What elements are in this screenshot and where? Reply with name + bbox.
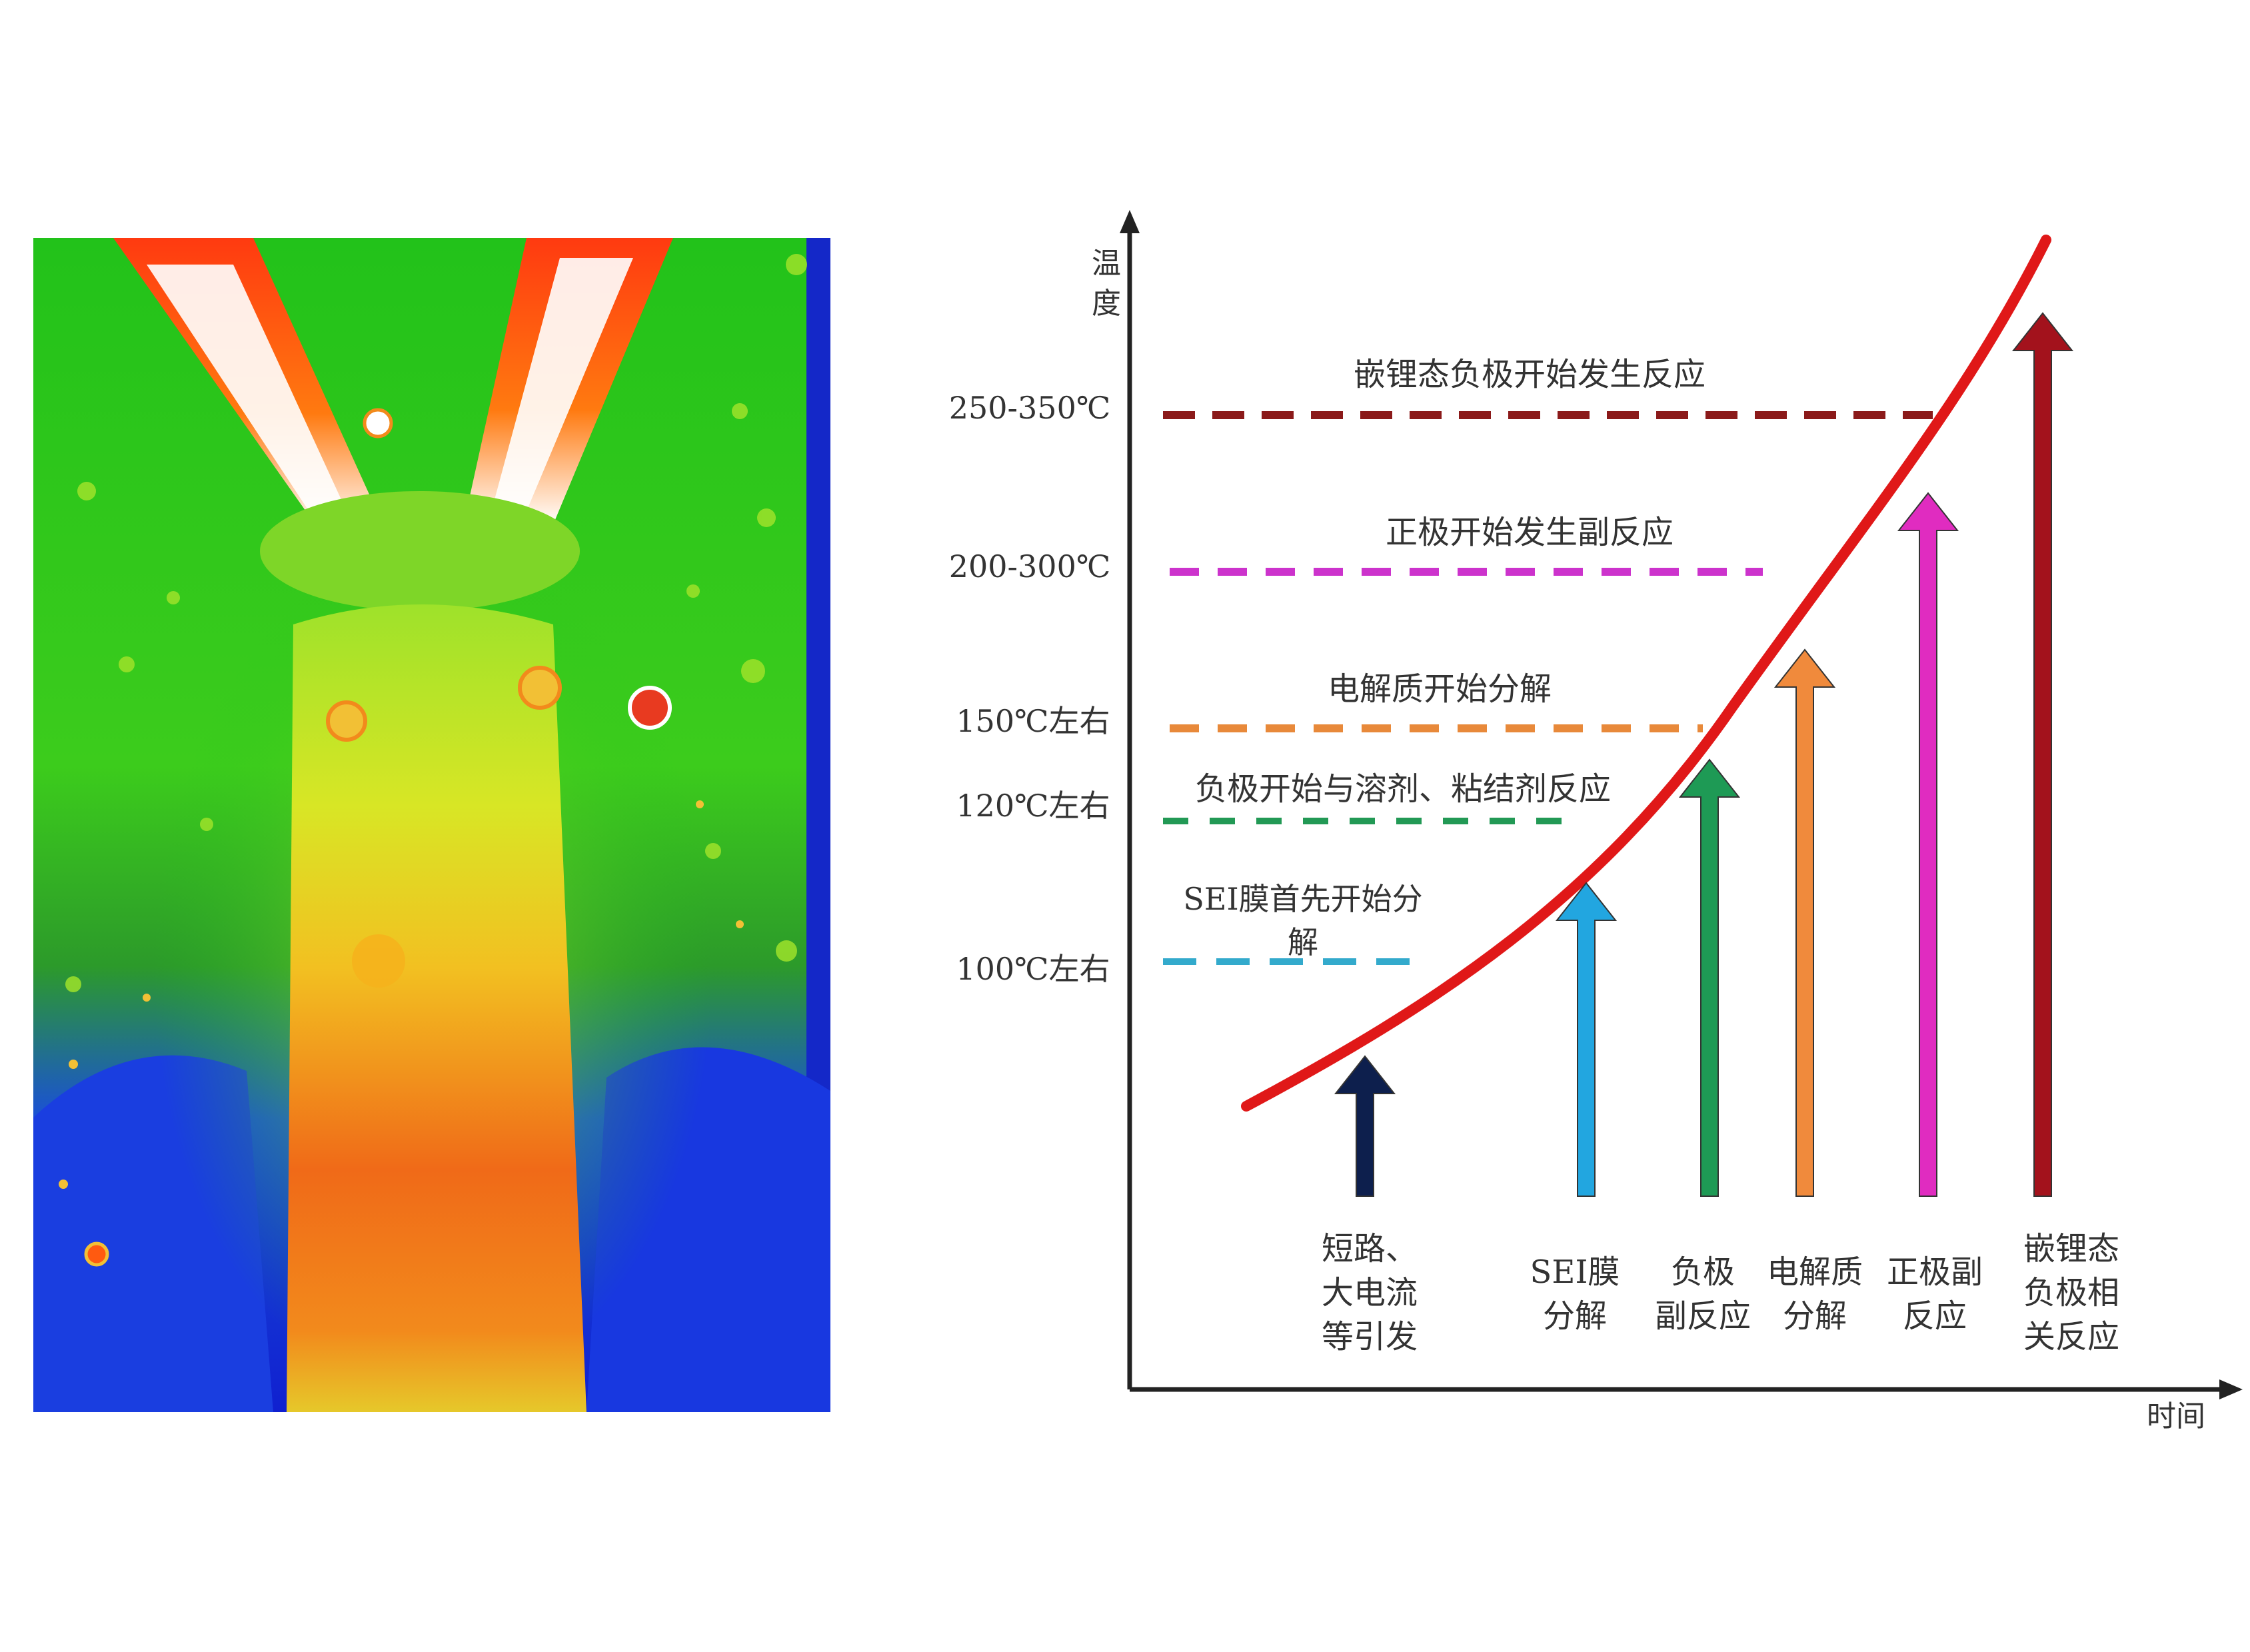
arrow-6-caption-line-2: 负极相: [2023, 1274, 2119, 1311]
arrow-4-caption-line-1: 电解质: [1767, 1253, 1863, 1291]
temp-label-100: 100℃左右: [956, 951, 1110, 987]
arrow-5-caption-line-2: 反应: [1903, 1297, 1967, 1335]
arrow-5-icon: [1897, 492, 1959, 1197]
temp-label-250: 250-350℃: [949, 390, 1111, 426]
arrow-4-caption-line-2: 分解: [1783, 1297, 1847, 1335]
level-desc-150: 电解质开始分解: [1328, 670, 1552, 708]
arrow-1-caption-line-2: 大电流: [1322, 1274, 1418, 1311]
level-desc-100-line1: SEI膜首先开始分: [1183, 881, 1422, 917]
arrow-1-caption-line-1: 短路、: [1322, 1230, 1418, 1267]
arrow-2-icon: [1555, 882, 1618, 1197]
level-desc-100-line2: 解: [1288, 924, 1318, 960]
arrow-6-caption-line-3: 关反应: [2023, 1318, 2119, 1355]
arrow-3-caption-line-1: 负极: [1671, 1253, 1735, 1291]
arrow-3-icon: [1678, 758, 1741, 1197]
arrow-6-caption-line-1: 嵌锂态: [2023, 1230, 2119, 1267]
thermal-image: [33, 238, 830, 1412]
temp-label-150: 150℃左右: [956, 703, 1110, 739]
arrow-1-caption-line-3: 等引发: [1322, 1318, 1418, 1355]
arrow-2-caption-line-1: SEI膜: [1530, 1253, 1620, 1291]
arrow-3-caption-line-2: 副反应: [1655, 1297, 1751, 1335]
temp-label-120: 120℃左右: [956, 788, 1110, 824]
temperature-curve: [1241, 235, 2051, 1112]
y-axis-arrowhead-icon: [1120, 210, 1140, 233]
arrow-2-caption-line-2: 分解: [1543, 1297, 1607, 1335]
y-axis-label-char-1: 温: [1092, 247, 1121, 281]
arrow-5-caption-line-1: 正极副: [1887, 1253, 1983, 1291]
arrow-6-icon: [2011, 312, 2074, 1197]
y-axis-label-char-2: 度: [1092, 287, 1121, 321]
x-axis-arrowhead-icon: [2219, 1379, 2243, 1399]
level-desc-120: 负极开始与溶剂、粘结剂反应: [1195, 770, 1611, 808]
arrow-1-icon: [1334, 1055, 1396, 1197]
level-desc-250: 嵌锂态负极开始发生反应: [1354, 356, 1705, 393]
x-axis-label: 时间: [2147, 1399, 2205, 1433]
level-desc-200: 正极开始发生副反应: [1386, 514, 1674, 551]
temp-label-200: 200-300℃: [949, 548, 1111, 584]
arrow-4-icon: [1773, 648, 1836, 1197]
